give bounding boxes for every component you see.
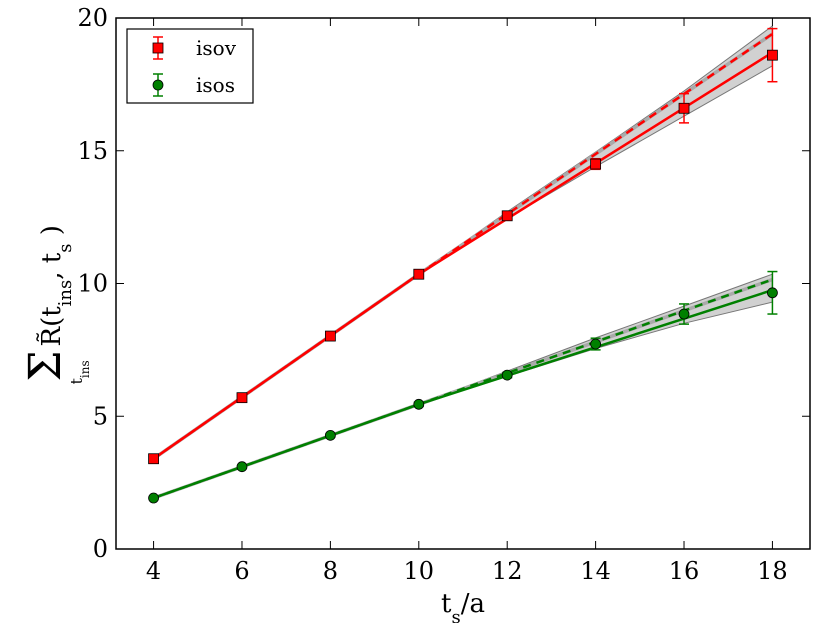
x-tick-label: 8 [323, 557, 338, 585]
data-point-isov [590, 158, 602, 170]
x-axis-label: ts/a [441, 589, 485, 623]
y-label-sigma: Σ [20, 350, 71, 381]
data-point-isos [590, 338, 602, 350]
data-point-isov [413, 268, 425, 280]
x-tick-label: 14 [580, 557, 611, 585]
data-point-isov [501, 210, 513, 222]
data-point-isov [148, 453, 159, 465]
data-point-isov [767, 49, 778, 61]
data-point-isos [236, 461, 248, 473]
legend-label-isos: isos [196, 73, 235, 97]
data-point-isos [148, 492, 159, 504]
data-point-isov [236, 392, 248, 404]
x-tick-label: 16 [669, 557, 700, 585]
x-tick-label: 10 [404, 557, 435, 585]
axis-ticks: 4 6 8 10 12 14 16 18 0 5 10 15 20 [77, 4, 810, 585]
y-tick-label: 20 [77, 4, 108, 32]
data-point-isos [678, 308, 690, 320]
legend-label-isov: isov [196, 36, 237, 60]
y-tick-label: 0 [93, 535, 108, 563]
data-point-isov [678, 102, 690, 114]
data-point-isos [501, 369, 513, 381]
x-tick-label: 12 [492, 557, 523, 585]
x-tick-label: 6 [234, 557, 249, 585]
y-tick-label: 10 [77, 270, 108, 298]
x-tick-label: 18 [757, 557, 788, 585]
x-tick-label: 4 [146, 557, 161, 585]
data-point-isos [413, 398, 425, 410]
legend-marker-isos [152, 79, 164, 91]
legend-box [126, 28, 254, 104]
data-points [148, 27, 778, 504]
y-label-expression: R̃(tins, ts ) [36, 225, 75, 346]
legend-marker-isov [152, 42, 164, 54]
y-tick-label: 5 [93, 402, 108, 430]
data-point-isos [324, 429, 336, 441]
data-point-isos [767, 287, 778, 299]
legend: isov isos [126, 28, 254, 104]
y-tick-label: 15 [77, 137, 108, 165]
data-point-isov [324, 330, 336, 342]
